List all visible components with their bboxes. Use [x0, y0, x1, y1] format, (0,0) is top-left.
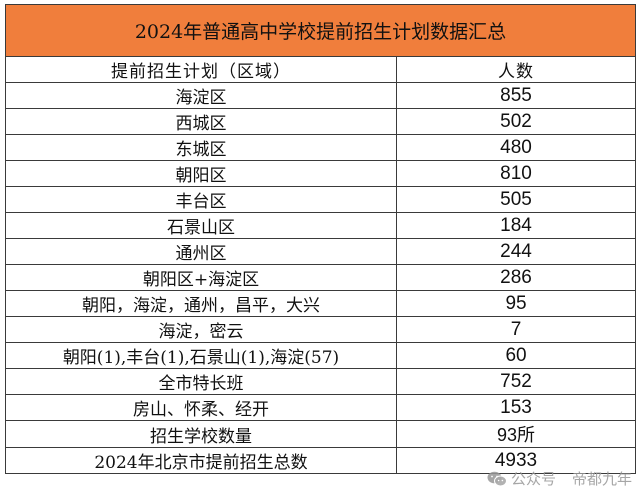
region-cell: 全市特长班 [5, 368, 397, 395]
count-cell: 184 [395, 212, 637, 239]
table-row: 西城区 502 [5, 108, 637, 135]
table-row: 房山、怀柔、经开 153 [5, 394, 637, 421]
table-row: 丰台区 505 [5, 186, 637, 213]
table-row: 通州区 244 [5, 238, 637, 265]
count-cell: 95 [395, 290, 637, 317]
table-row: 海淀区 855 [5, 82, 637, 109]
region-cell: 朝阳，海淀，通州，昌平，大兴 [5, 290, 397, 317]
table-row: 朝阳区 810 [5, 160, 637, 187]
title-row: 2024年普通高中学校提前招生计划数据汇总 [4, 4, 637, 57]
table-row: 全市特长班 752 [5, 368, 637, 395]
table-row: 海淀，密云 7 [5, 316, 637, 343]
region-cell: 海淀，密云 [5, 316, 397, 343]
count-cell: 244 [395, 238, 637, 265]
region-cell: 东城区 [5, 134, 397, 161]
region-cell: 通州区 [5, 238, 397, 265]
table-row: 石景山区 184 [5, 212, 637, 239]
header-row: 提前招生计划（区域） 人数 [5, 56, 637, 83]
table-row: 朝阳(1),丰台(1),石景山(1),海淀(57) 60 [5, 342, 637, 369]
count-cell: 286 [395, 264, 637, 291]
region-cell: 丰台区 [5, 186, 397, 213]
table-row: 朝阳，海淀，通州，昌平，大兴 95 [5, 290, 637, 317]
count-cell: 752 [395, 368, 637, 395]
total-count-cell: 4933 [395, 447, 637, 474]
region-cell: 招生学校数量 [5, 420, 397, 448]
region-cell: 朝阳区+海淀区 [5, 264, 397, 291]
count-cell: 60 [395, 342, 637, 369]
count-cell: 810 [395, 160, 637, 187]
total-row: 2024年北京市提前招生总数 4933 [5, 447, 637, 474]
region-cell: 石景山区 [5, 212, 397, 239]
header-count: 人数 [395, 56, 637, 83]
count-cell: 480 [395, 134, 637, 161]
region-cell: 朝阳(1),丰台(1),石景山(1),海淀(57) [5, 342, 397, 369]
count-cell: 855 [395, 82, 637, 109]
header-region: 提前招生计划（区域） [5, 56, 397, 83]
table-row: 招生学校数量 93所 [5, 420, 637, 448]
enrollment-table: 2024年普通高中学校提前招生计划数据汇总 提前招生计划（区域） 人数 海淀区 … [4, 4, 637, 474]
table-row: 东城区 480 [5, 134, 637, 161]
count-cell: 93所 [395, 420, 637, 448]
region-cell: 西城区 [5, 108, 397, 135]
total-label-cell: 2024年北京市提前招生总数 [5, 447, 397, 474]
region-cell: 海淀区 [5, 82, 397, 109]
region-cell: 房山、怀柔、经开 [5, 394, 397, 421]
count-cell: 502 [395, 108, 637, 135]
count-cell: 505 [395, 186, 637, 213]
table-title: 2024年普通高中学校提前招生计划数据汇总 [4, 4, 637, 57]
table-row: 朝阳区+海淀区 286 [5, 264, 637, 291]
region-cell: 朝阳区 [5, 160, 397, 187]
count-cell: 7 [395, 316, 637, 343]
count-cell: 153 [395, 394, 637, 421]
